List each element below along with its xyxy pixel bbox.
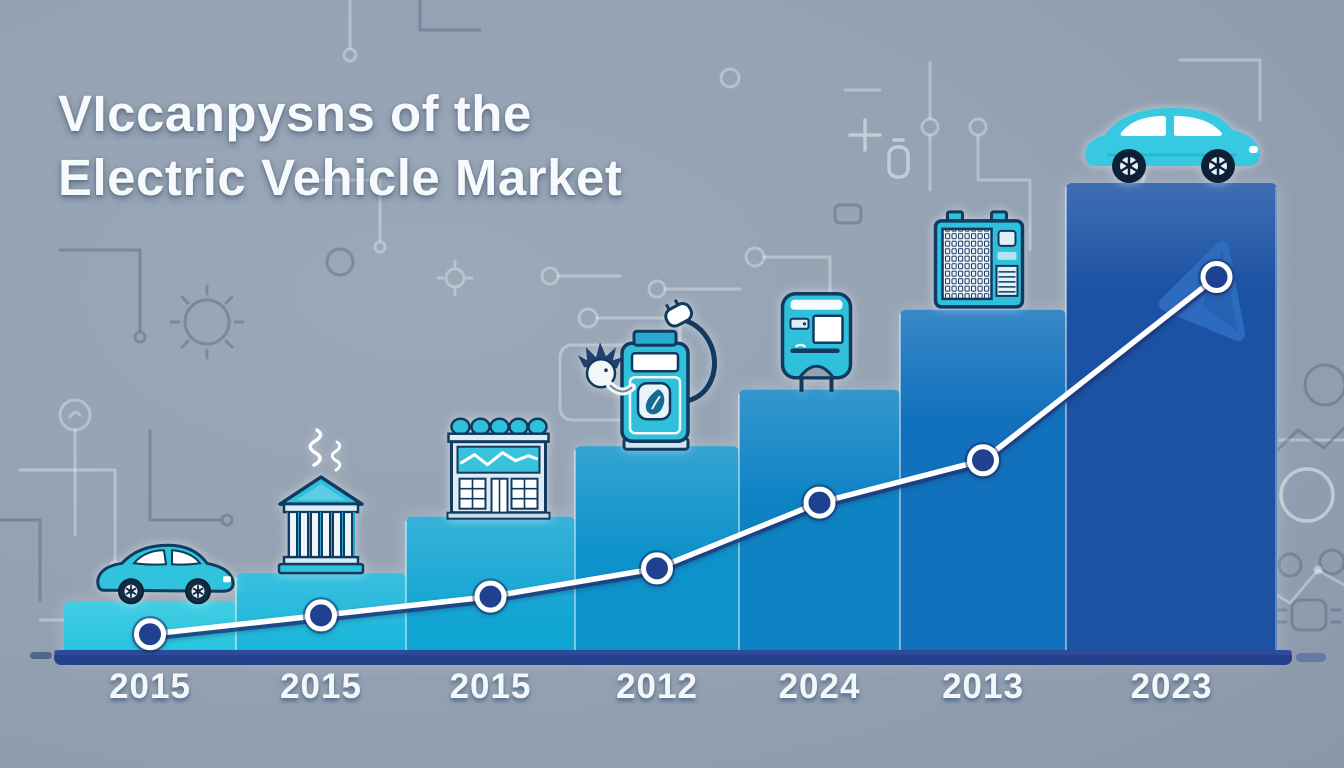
line-marker [803, 486, 836, 519]
line-marker [641, 552, 673, 585]
charging-kiosk-icon [783, 294, 851, 392]
year-label: 2015 [280, 667, 362, 706]
baseline-dash [30, 652, 52, 659]
title-line-2: Electric Vehicle Market [58, 149, 623, 207]
line-marker [967, 444, 999, 477]
trend-line [131, 258, 1235, 653]
year-label: 2015 [450, 667, 532, 706]
year-label: 2015 [109, 667, 191, 706]
line-marker [474, 580, 507, 613]
battery-cabinet-icon [933, 210, 1025, 309]
year-label: 2013 [942, 667, 1024, 706]
ev-factory-icon [446, 417, 551, 521]
gear-icon [169, 284, 245, 360]
ring-doodle [1303, 363, 1344, 407]
marker-outer-ring [131, 615, 169, 653]
city-car-icon [96, 543, 235, 605]
marker-outer-ring [964, 442, 1002, 479]
bar-shine [900, 309, 1066, 420]
year-label: 2023 [1131, 667, 1213, 706]
marker-outer-ring [801, 484, 838, 521]
line-marker [305, 599, 337, 632]
year-label: 2012 [616, 667, 698, 706]
ring-doodle [1279, 467, 1335, 523]
coin-doodle [1318, 548, 1344, 576]
coin-doodle [1277, 552, 1303, 578]
bar-shine [1066, 183, 1277, 293]
small-gear-icon [436, 259, 474, 297]
dial-icon [58, 398, 92, 537]
battery-outline-icon [887, 138, 910, 179]
page-title: VIccanpysns of the Electric Vehicle Mark… [58, 82, 622, 211]
plus-icon [848, 118, 882, 152]
suv-car-icon [1083, 106, 1262, 185]
bar-shine [575, 446, 739, 557]
chip-doodle [1276, 598, 1342, 632]
marker-outer-ring [302, 597, 340, 634]
baseline-tail [1296, 653, 1326, 662]
ring-doodle [325, 247, 355, 277]
year-labels: 2015 2015 2015 2012 2024 2013 2023 [109, 667, 1213, 706]
marker-outer-ring [472, 578, 509, 615]
marker-outer-ring [638, 550, 676, 587]
title-line-1: VIccanpysns of the [58, 85, 532, 142]
bank-building-icon [277, 428, 365, 575]
bar-shine [739, 389, 900, 500]
marker-outer-ring [1198, 258, 1235, 296]
year-label: 2024 [779, 667, 861, 706]
line-marker [134, 618, 166, 651]
baseline-bar [30, 650, 1326, 665]
line-marker [1200, 261, 1233, 293]
